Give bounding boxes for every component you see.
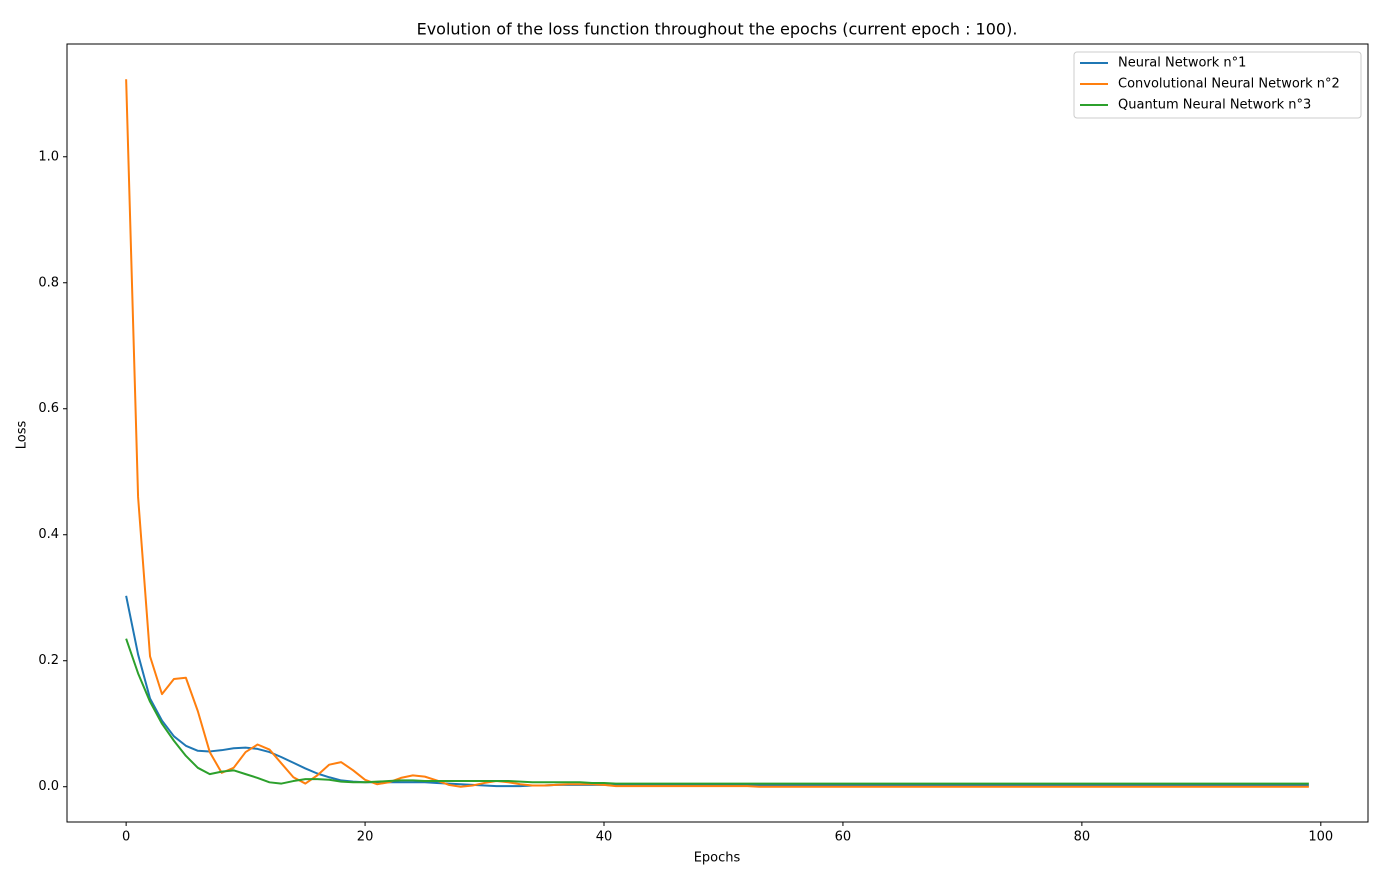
y-tick-label: 1.0 — [38, 149, 59, 164]
x-tick-label: 100 — [1308, 830, 1333, 845]
y-tick-label: 0.8 — [38, 275, 59, 290]
x-tick-label: 80 — [1074, 830, 1091, 845]
x-axis-label: Epochs — [694, 851, 741, 866]
legend-label: Neural Network n°1 — [1118, 56, 1246, 71]
y-tick-label: 0.6 — [38, 401, 59, 416]
y-tick-label: 0.4 — [38, 527, 59, 542]
x-tick-label: 0 — [122, 830, 130, 845]
legend-label: Quantum Neural Network n°3 — [1118, 98, 1311, 113]
y-axis-label: Loss — [15, 421, 30, 450]
plot-frame — [66, 43, 1369, 823]
y-tick-label: 0.2 — [38, 653, 59, 668]
chart-title: Evolution of the loss function throughou… — [417, 20, 1018, 39]
y-tick-label: 0.0 — [38, 779, 59, 794]
legend-box — [1073, 51, 1362, 119]
x-tick-label: 60 — [835, 830, 852, 845]
x-tick-label: 20 — [357, 830, 374, 845]
series-line — [125, 638, 1309, 785]
x-tick-label: 40 — [596, 830, 613, 845]
series-line — [125, 79, 1309, 788]
legend-label: Convolutional Neural Network n°2 — [1118, 77, 1340, 92]
